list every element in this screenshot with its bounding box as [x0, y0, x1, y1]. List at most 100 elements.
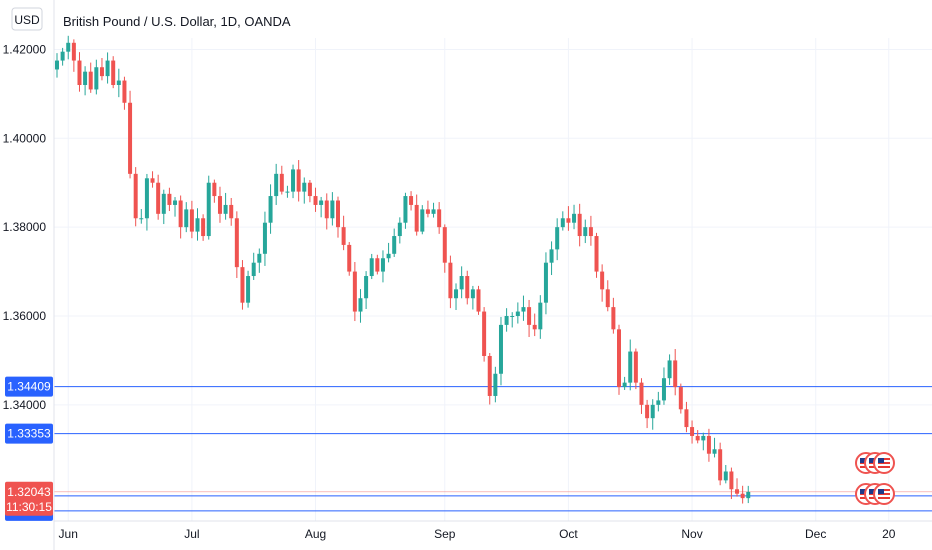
us-flag-icon-canton: [878, 458, 884, 463]
candle-body-up: [667, 360, 672, 379]
candle-body-up: [560, 218, 565, 228]
candle-body-up: [274, 173, 279, 197]
candle-body-down: [313, 196, 318, 205]
candle-body-down: [740, 493, 745, 499]
candle-body-up: [538, 302, 543, 330]
currency-badge[interactable]: USD: [11, 7, 43, 31]
candle-body-up: [94, 67, 99, 90]
current-price-tag-countdown: 11:30:15: [6, 500, 52, 514]
candle-body-down: [336, 200, 340, 228]
candle-body-up: [268, 196, 273, 223]
candle-body-up: [116, 80, 121, 85]
candle-body-down: [178, 200, 183, 228]
candle-body-up: [380, 258, 385, 272]
candle-body-up: [549, 249, 554, 263]
candle-body-down: [684, 409, 689, 428]
current-price-tag-value: 1.32043: [7, 485, 51, 499]
current-price-tag: [5, 481, 53, 516]
candle-body-down: [482, 311, 487, 356]
candle-body-up: [285, 191, 290, 193]
candle-body-down: [167, 193, 172, 205]
candle-body-down: [217, 196, 222, 214]
candle-body-down: [375, 258, 380, 272]
x-tick-label: Sep: [434, 527, 456, 541]
price-axis[interactable]: 1.42000 1.40000 1.38000 1.36000 1.34000: [3, 42, 47, 411]
candle-body-down: [476, 289, 481, 312]
candle-body-down: [673, 360, 678, 388]
grid: [54, 38, 932, 521]
candle-body-up: [543, 262, 548, 303]
candle-body-down: [617, 329, 621, 388]
candle-body-up: [701, 435, 706, 441]
candle-body-down: [532, 324, 537, 330]
horizontal-levels[interactable]: [54, 386, 932, 512]
us-flag-icon-stripe: [878, 497, 890, 499]
candle-body-up: [144, 178, 149, 219]
candle-body-up: [392, 236, 397, 254]
candle-body-down: [639, 382, 644, 405]
candle-body-down: [611, 307, 616, 330]
us-flag-icon[interactable]: [873, 452, 895, 474]
candle-body-up: [330, 200, 335, 219]
candle-body-down: [448, 262, 453, 299]
candle-body-up: [358, 298, 363, 312]
candle-body-up: [369, 258, 374, 277]
candle-body-up: [105, 60, 110, 77]
candle-body-up: [319, 200, 324, 205]
candle-body-down: [352, 271, 357, 312]
candle-body-up: [206, 182, 211, 237]
candle-body-up: [572, 213, 577, 223]
level-price-tag-text: 1.33353: [7, 427, 51, 441]
candle-body-up: [521, 307, 526, 312]
candle-body-up: [66, 42, 71, 52]
x-tick-label: Dec: [805, 527, 826, 541]
candle-body-up: [650, 404, 655, 419]
candle-body-up: [493, 373, 498, 396]
event-markers[interactable]: [855, 452, 895, 505]
candle-body-down: [735, 489, 740, 494]
level-price-tag: [5, 376, 53, 397]
candle-body-up: [656, 400, 661, 405]
candle-body-up: [420, 209, 425, 232]
candle-body-up: [661, 378, 666, 401]
candle-body-down: [633, 351, 638, 383]
candle-body-down: [296, 169, 301, 192]
candle-body-down: [150, 178, 155, 183]
candle-body-down: [690, 427, 695, 436]
candle-body-up: [291, 169, 296, 192]
candle-body-down: [465, 276, 470, 299]
candle-body-up: [431, 209, 436, 214]
candle-body-down: [71, 42, 76, 61]
candle-body-up: [454, 289, 459, 299]
candle-body-up: [302, 182, 307, 192]
us-flag-icon-canton: [860, 458, 866, 463]
candle-body-up: [397, 222, 402, 237]
candle-body-up: [510, 316, 515, 318]
candle-body-up: [195, 218, 200, 232]
time-axis[interactable]: Jun Jul Aug Sep Oct Nov Dec 20: [59, 527, 896, 541]
candle-body-down: [695, 435, 700, 441]
candle-body-up: [184, 209, 189, 228]
candles: [55, 35, 751, 504]
candle-body-down: [324, 200, 329, 219]
candle-body-up: [83, 71, 88, 85]
y-tick-label: 1.34000: [3, 398, 47, 412]
candle-body-down: [77, 60, 82, 85]
candle-body-down: [99, 67, 104, 77]
us-flag-icon[interactable]: [873, 483, 895, 505]
candle-body-down: [425, 209, 430, 214]
candle-body-down: [442, 227, 447, 263]
candle-body-up: [470, 289, 475, 299]
candle-body-down: [577, 213, 582, 237]
candle-body-up: [257, 253, 262, 263]
candle-body-down: [240, 267, 245, 303]
y-tick-label: 1.38000: [3, 220, 47, 234]
candle-body-down: [706, 435, 711, 454]
y-tick-label: 1.36000: [3, 309, 47, 323]
candle-body-down: [605, 289, 610, 308]
candle-body-down: [409, 196, 414, 205]
candle-body-down: [229, 204, 234, 219]
candle-body-down: [718, 449, 723, 481]
